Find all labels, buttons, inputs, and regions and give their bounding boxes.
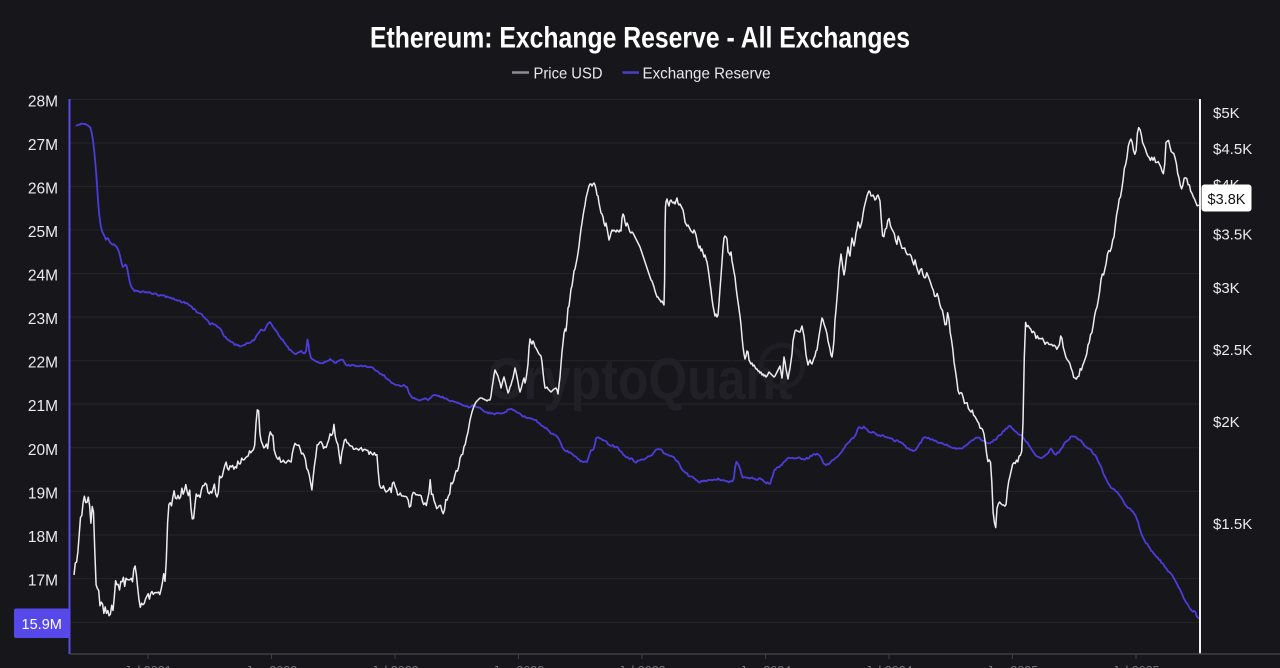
svg-text:$2.5K: $2.5K [1213,342,1252,359]
svg-text:Exchange Reserve: Exchange Reserve [643,66,771,83]
svg-text:Ethereum: Exchange Reserve - A: Ethereum: Exchange Reserve - All Exchang… [370,22,910,55]
svg-text:Jul 2023: Jul 2023 [618,664,665,668]
svg-text:Jan 2025: Jan 2025 [987,664,1038,668]
svg-text:$2K: $2K [1213,414,1240,431]
svg-text:15.9M: 15.9M [22,617,62,633]
svg-text:19M: 19M [28,485,58,502]
svg-text:Price USD: Price USD [534,66,603,83]
svg-text:Jan 2023: Jan 2023 [493,664,544,668]
svg-text:$3K: $3K [1213,280,1240,297]
svg-text:Jul 2025: Jul 2025 [1112,664,1159,668]
svg-text:Jan 2022: Jan 2022 [246,664,297,668]
svg-text:18M: 18M [28,529,58,546]
svg-text:Jul 2024: Jul 2024 [865,664,912,668]
svg-text:25M: 25M [28,224,58,241]
svg-text:24M: 24M [28,268,58,285]
svg-text:20M: 20M [28,442,58,459]
svg-text:$4.5K: $4.5K [1213,141,1252,158]
svg-text:$3.8K: $3.8K [1208,192,1246,208]
svg-text:Jan 2024: Jan 2024 [740,664,791,668]
svg-text:21M: 21M [28,398,58,415]
svg-text:CryptoQuant: CryptoQuant [488,347,793,412]
svg-text:$5K: $5K [1213,105,1240,122]
svg-text:Jul 2021: Jul 2021 [124,664,171,668]
svg-text:26M: 26M [28,180,58,197]
svg-text:22M: 22M [28,355,58,372]
svg-text:27M: 27M [28,137,58,154]
svg-text:$1.5K: $1.5K [1213,516,1252,533]
svg-text:17M: 17M [28,573,58,590]
svg-text:$3.5K: $3.5K [1213,227,1252,244]
svg-text:Jul 2022: Jul 2022 [371,664,418,668]
svg-text:23M: 23M [28,311,58,328]
svg-text:28M: 28M [28,93,58,110]
